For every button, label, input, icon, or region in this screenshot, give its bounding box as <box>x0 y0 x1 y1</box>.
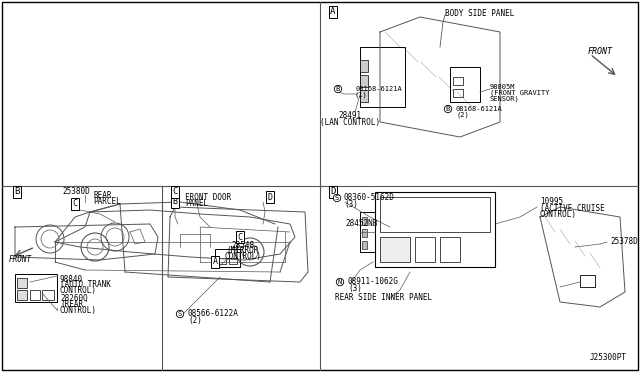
Text: C: C <box>72 199 77 208</box>
Bar <box>380 197 490 232</box>
Bar <box>362 229 367 237</box>
Text: 25380D: 25380D <box>62 187 90 196</box>
Text: S: S <box>178 311 182 317</box>
Text: (FRONT GRAVITY: (FRONT GRAVITY <box>490 90 550 96</box>
Text: B: B <box>173 198 177 206</box>
Text: (AUTO TRANK: (AUTO TRANK <box>60 280 111 289</box>
Bar <box>360 212 375 252</box>
Text: N: N <box>338 279 342 285</box>
Bar <box>453 77 463 85</box>
Bar <box>15 274 57 302</box>
Bar <box>580 275 595 287</box>
Text: C: C <box>172 187 178 196</box>
Text: (2): (2) <box>456 112 468 118</box>
Bar <box>17 278 27 288</box>
Bar <box>440 237 460 262</box>
Text: D: D <box>268 192 273 202</box>
Text: (MIRROR: (MIRROR <box>227 247 259 256</box>
Text: B: B <box>446 106 450 112</box>
Text: A: A <box>330 7 336 16</box>
Bar <box>453 89 463 97</box>
Bar <box>380 237 410 262</box>
Bar <box>362 217 367 225</box>
Text: B: B <box>336 86 340 92</box>
Text: 28452NB: 28452NB <box>345 219 378 228</box>
Text: S: S <box>335 195 339 201</box>
Text: (ACTIVE CRUISE: (ACTIVE CRUISE <box>540 203 605 212</box>
Text: (1): (1) <box>355 92 368 98</box>
Bar <box>42 290 54 300</box>
Text: 10995: 10995 <box>540 198 563 206</box>
Bar <box>360 60 368 72</box>
Bar <box>375 192 495 267</box>
Text: 25378D: 25378D <box>610 237 637 247</box>
Text: 98840: 98840 <box>60 275 83 283</box>
Bar <box>215 249 240 267</box>
Text: FRONT: FRONT <box>8 256 31 264</box>
Text: 08168-6121A: 08168-6121A <box>456 106 503 112</box>
Bar <box>218 258 226 264</box>
Text: 28548: 28548 <box>232 241 255 250</box>
Text: B: B <box>14 187 20 196</box>
Text: 08566-6122A: 08566-6122A <box>188 310 239 318</box>
Text: 98805M: 98805M <box>490 84 515 90</box>
Text: 08168-6121A: 08168-6121A <box>355 86 402 92</box>
Bar <box>362 241 367 249</box>
Text: FRONT: FRONT <box>588 48 612 57</box>
Text: D: D <box>330 187 336 196</box>
Bar <box>360 90 368 102</box>
Text: REAR: REAR <box>93 190 111 199</box>
Text: CONTROL): CONTROL) <box>540 209 577 218</box>
Bar <box>450 67 480 102</box>
Text: (3): (3) <box>348 283 362 292</box>
Text: CONTROL): CONTROL) <box>60 286 97 295</box>
Text: BODY SIDE PANEL: BODY SIDE PANEL <box>445 10 515 19</box>
Text: 28260Q: 28260Q <box>60 294 88 302</box>
Text: REAR SIDE INNER PANEL: REAR SIDE INNER PANEL <box>335 294 432 302</box>
Text: CONTROL): CONTROL) <box>60 305 97 314</box>
Bar <box>360 75 368 87</box>
Text: FRONT DOOR: FRONT DOOR <box>185 192 231 202</box>
Bar <box>17 290 27 300</box>
Text: PANEL: PANEL <box>185 199 208 208</box>
Text: (3): (3) <box>344 199 358 208</box>
Bar <box>360 47 405 107</box>
Bar <box>415 237 435 262</box>
Text: 28491: 28491 <box>339 112 362 121</box>
Text: (2): (2) <box>188 315 202 324</box>
Text: J25300PT: J25300PT <box>590 353 627 362</box>
Text: SENSOR): SENSOR) <box>490 96 520 102</box>
Bar <box>229 258 237 264</box>
Text: A: A <box>212 257 218 266</box>
Text: C: C <box>237 232 243 241</box>
Text: (REAR: (REAR <box>60 299 83 308</box>
Text: 08911-1062G: 08911-1062G <box>348 278 399 286</box>
Text: CONTROL): CONTROL) <box>225 253 262 262</box>
Text: 08360-5162D: 08360-5162D <box>344 193 395 202</box>
Bar <box>30 290 40 300</box>
Text: (LAN CONTROL): (LAN CONTROL) <box>320 118 380 126</box>
Text: PARCEL: PARCEL <box>93 196 121 205</box>
